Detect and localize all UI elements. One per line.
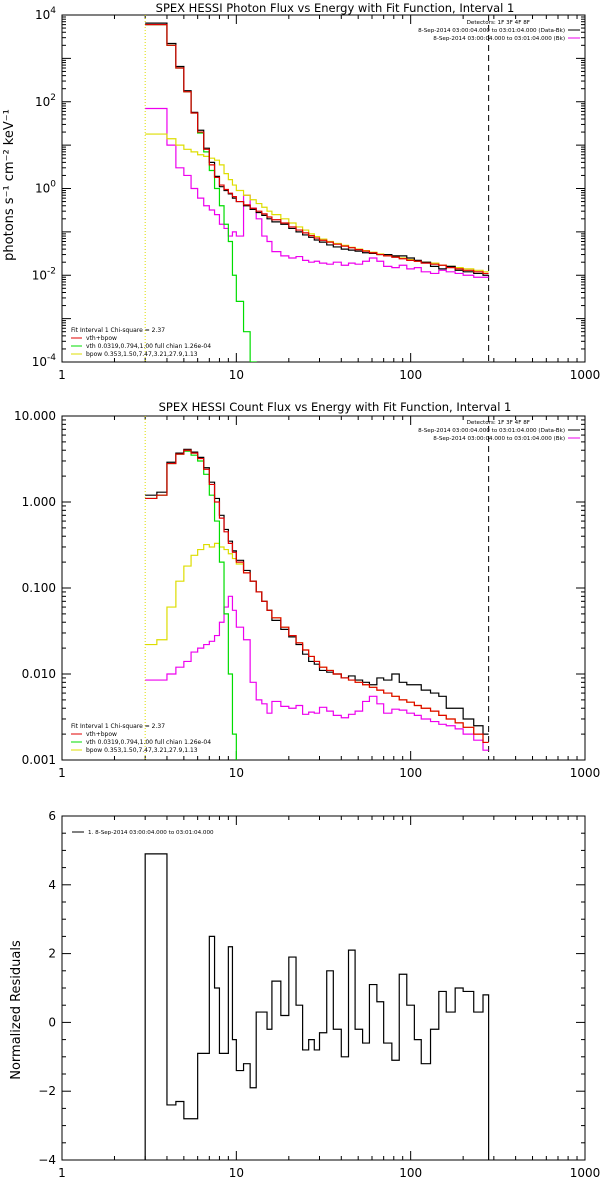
count-header: Detectors: 1F 3F 4F 8F 8-Sep-2014 03:00:… — [418, 420, 580, 442]
photon-legend-fit: vth+bpow — [86, 335, 117, 342]
count-x-tick-label: 10 — [229, 766, 244, 780]
count-legend-fit: vth+bpow — [86, 731, 117, 738]
residuals-x-tick-label: 1 — [58, 1166, 66, 1180]
count-y-tick-label: 0.100 — [22, 581, 56, 595]
residuals-legend-label: 1. 8-Sep-2014 03:00:04.000 to 03:01:04.0… — [88, 830, 214, 836]
photon-plot-area: 1 10 100 1000 10-4 10-2 100 102 104 — [32, 6, 600, 382]
count-header-bk: 8-Sep-2014 03:00:04.000 to 03:01:04.000 … — [433, 436, 565, 442]
photon-series-fit — [145, 24, 489, 275]
residuals-x-tick-label: 1000 — [570, 1166, 600, 1180]
residuals-y-tick-label: 4 — [48, 878, 56, 892]
count-y-tick-label: 0.001 — [22, 753, 56, 767]
residuals-y-tick-label: 0 — [48, 1015, 56, 1029]
residuals-x-tick-label: 10 — [229, 1166, 244, 1180]
photon-legend: Fit Interval 1 Chi-square = 2.37 vth+bpo… — [71, 327, 211, 358]
residuals-frame — [61, 815, 586, 1161]
count-x-tick-label: 1 — [58, 766, 66, 780]
residuals-x-tick-label: 100 — [399, 1166, 422, 1180]
count-series-fit — [145, 449, 489, 744]
photon-y-tick-label: 10-2 — [32, 266, 56, 282]
photon-title: SPEX HESSI Photon Flux vs Energy with Fi… — [156, 1, 515, 15]
photon-panel: SPEX HESSI Photon Flux vs Energy with Fi… — [2, 1, 600, 382]
count-legend-title: Fit Interval 1 Chi-square = 2.37 — [71, 723, 165, 730]
count-plot-area: 1 10 100 1000 0.001 0.010 0.100 1.000 10.000 — [14, 409, 600, 780]
count-y-tick-label: 10.000 — [14, 409, 56, 423]
photon-header-bk: 8-Sep-2014 03:00:04.000 to 03:01:04.000 … — [433, 36, 565, 42]
residuals-y-tick-label: −4 — [38, 1153, 56, 1167]
count-series-bk — [145, 595, 489, 751]
photon-x-tick-label: 1000 — [570, 368, 600, 382]
count-panel: SPEX HESSI Count Flux vs Energy with Fit… — [14, 400, 600, 780]
photon-y-tick-label: 102 — [35, 93, 56, 109]
photon-legend-title: Fit Interval 1 Chi-square = 2.37 — [71, 327, 165, 334]
count-header-data-bk: 8-Sep-2014 03:00:04.000 to 03:01:04.000 … — [418, 428, 565, 434]
photon-y-tick-label: 10-4 — [32, 353, 57, 369]
residuals-y-tick-label: −2 — [38, 1084, 56, 1098]
count-header-detectors: Detectors: 1F 3F 4F 8F — [467, 420, 530, 426]
count-series-bpow — [145, 542, 489, 744]
count-legend: Fit Interval 1 Chi-square = 2.37 vth+bpo… — [71, 723, 211, 754]
count-x-tick-label: 100 — [399, 766, 422, 780]
photon-y-tick-label: 100 — [35, 180, 56, 196]
count-legend-bpow: bpow 0.353,1.50,7.47,3.21,27.9,1.13 — [86, 747, 198, 754]
count-x-tick-label: 1000 — [570, 766, 600, 780]
photon-x-tick-label: 100 — [399, 368, 422, 382]
photon-frame — [61, 14, 586, 363]
residuals-series-total — [144, 853, 490, 1160]
photon-x-tick-label: 10 — [229, 368, 244, 382]
count-series-total — [145, 448, 489, 735]
count-title: SPEX HESSI Count Flux vs Energy with Fit… — [159, 400, 512, 414]
photon-x-tick-label: 1 — [58, 368, 66, 382]
photon-series-bpow — [145, 133, 489, 273]
residuals-plot-area: 1 10 100 1000 −4 −2 0 2 4 6 — [38, 809, 600, 1180]
photon-series-total — [145, 22, 489, 276]
photon-y-label: photons s⁻¹ cm⁻² keV⁻¹ — [2, 109, 17, 261]
residuals-y-tick-label: 2 — [48, 947, 56, 961]
count-y-tick-label: 1.000 — [22, 495, 56, 509]
photon-legend-bpow: bpow 0.353,1.50,7.47,3.21,27.9,1.13 — [86, 351, 198, 358]
count-frame — [61, 415, 586, 761]
photon-y-tick-label: 104 — [35, 6, 56, 22]
count-legend-vth: vth 0.0319,0.794,1.00 full chian 1.26e-0… — [86, 739, 211, 746]
residuals-y-label: Normalized Residuals — [9, 940, 24, 1080]
residuals-legend: 1. 8-Sep-2014 03:00:04.000 to 03:01:04.0… — [72, 830, 214, 836]
photon-legend-vth: vth 0.0319,0.794,1.00 full chian 1.26e-0… — [86, 343, 211, 350]
photon-header: Detectors: 1F 3F 4F 8F 8-Sep-2014 03:00:… — [418, 20, 580, 42]
photon-header-data-bk: 8-Sep-2014 03:00:04.000 to 03:01:04.000 … — [418, 28, 565, 34]
photon-series-bk — [145, 107, 489, 278]
residuals-y-tick-label: 6 — [48, 809, 56, 823]
photon-header-detectors: Detectors: 1F 3F 4F 8F — [467, 20, 530, 26]
count-y-tick-label: 0.010 — [22, 667, 56, 681]
